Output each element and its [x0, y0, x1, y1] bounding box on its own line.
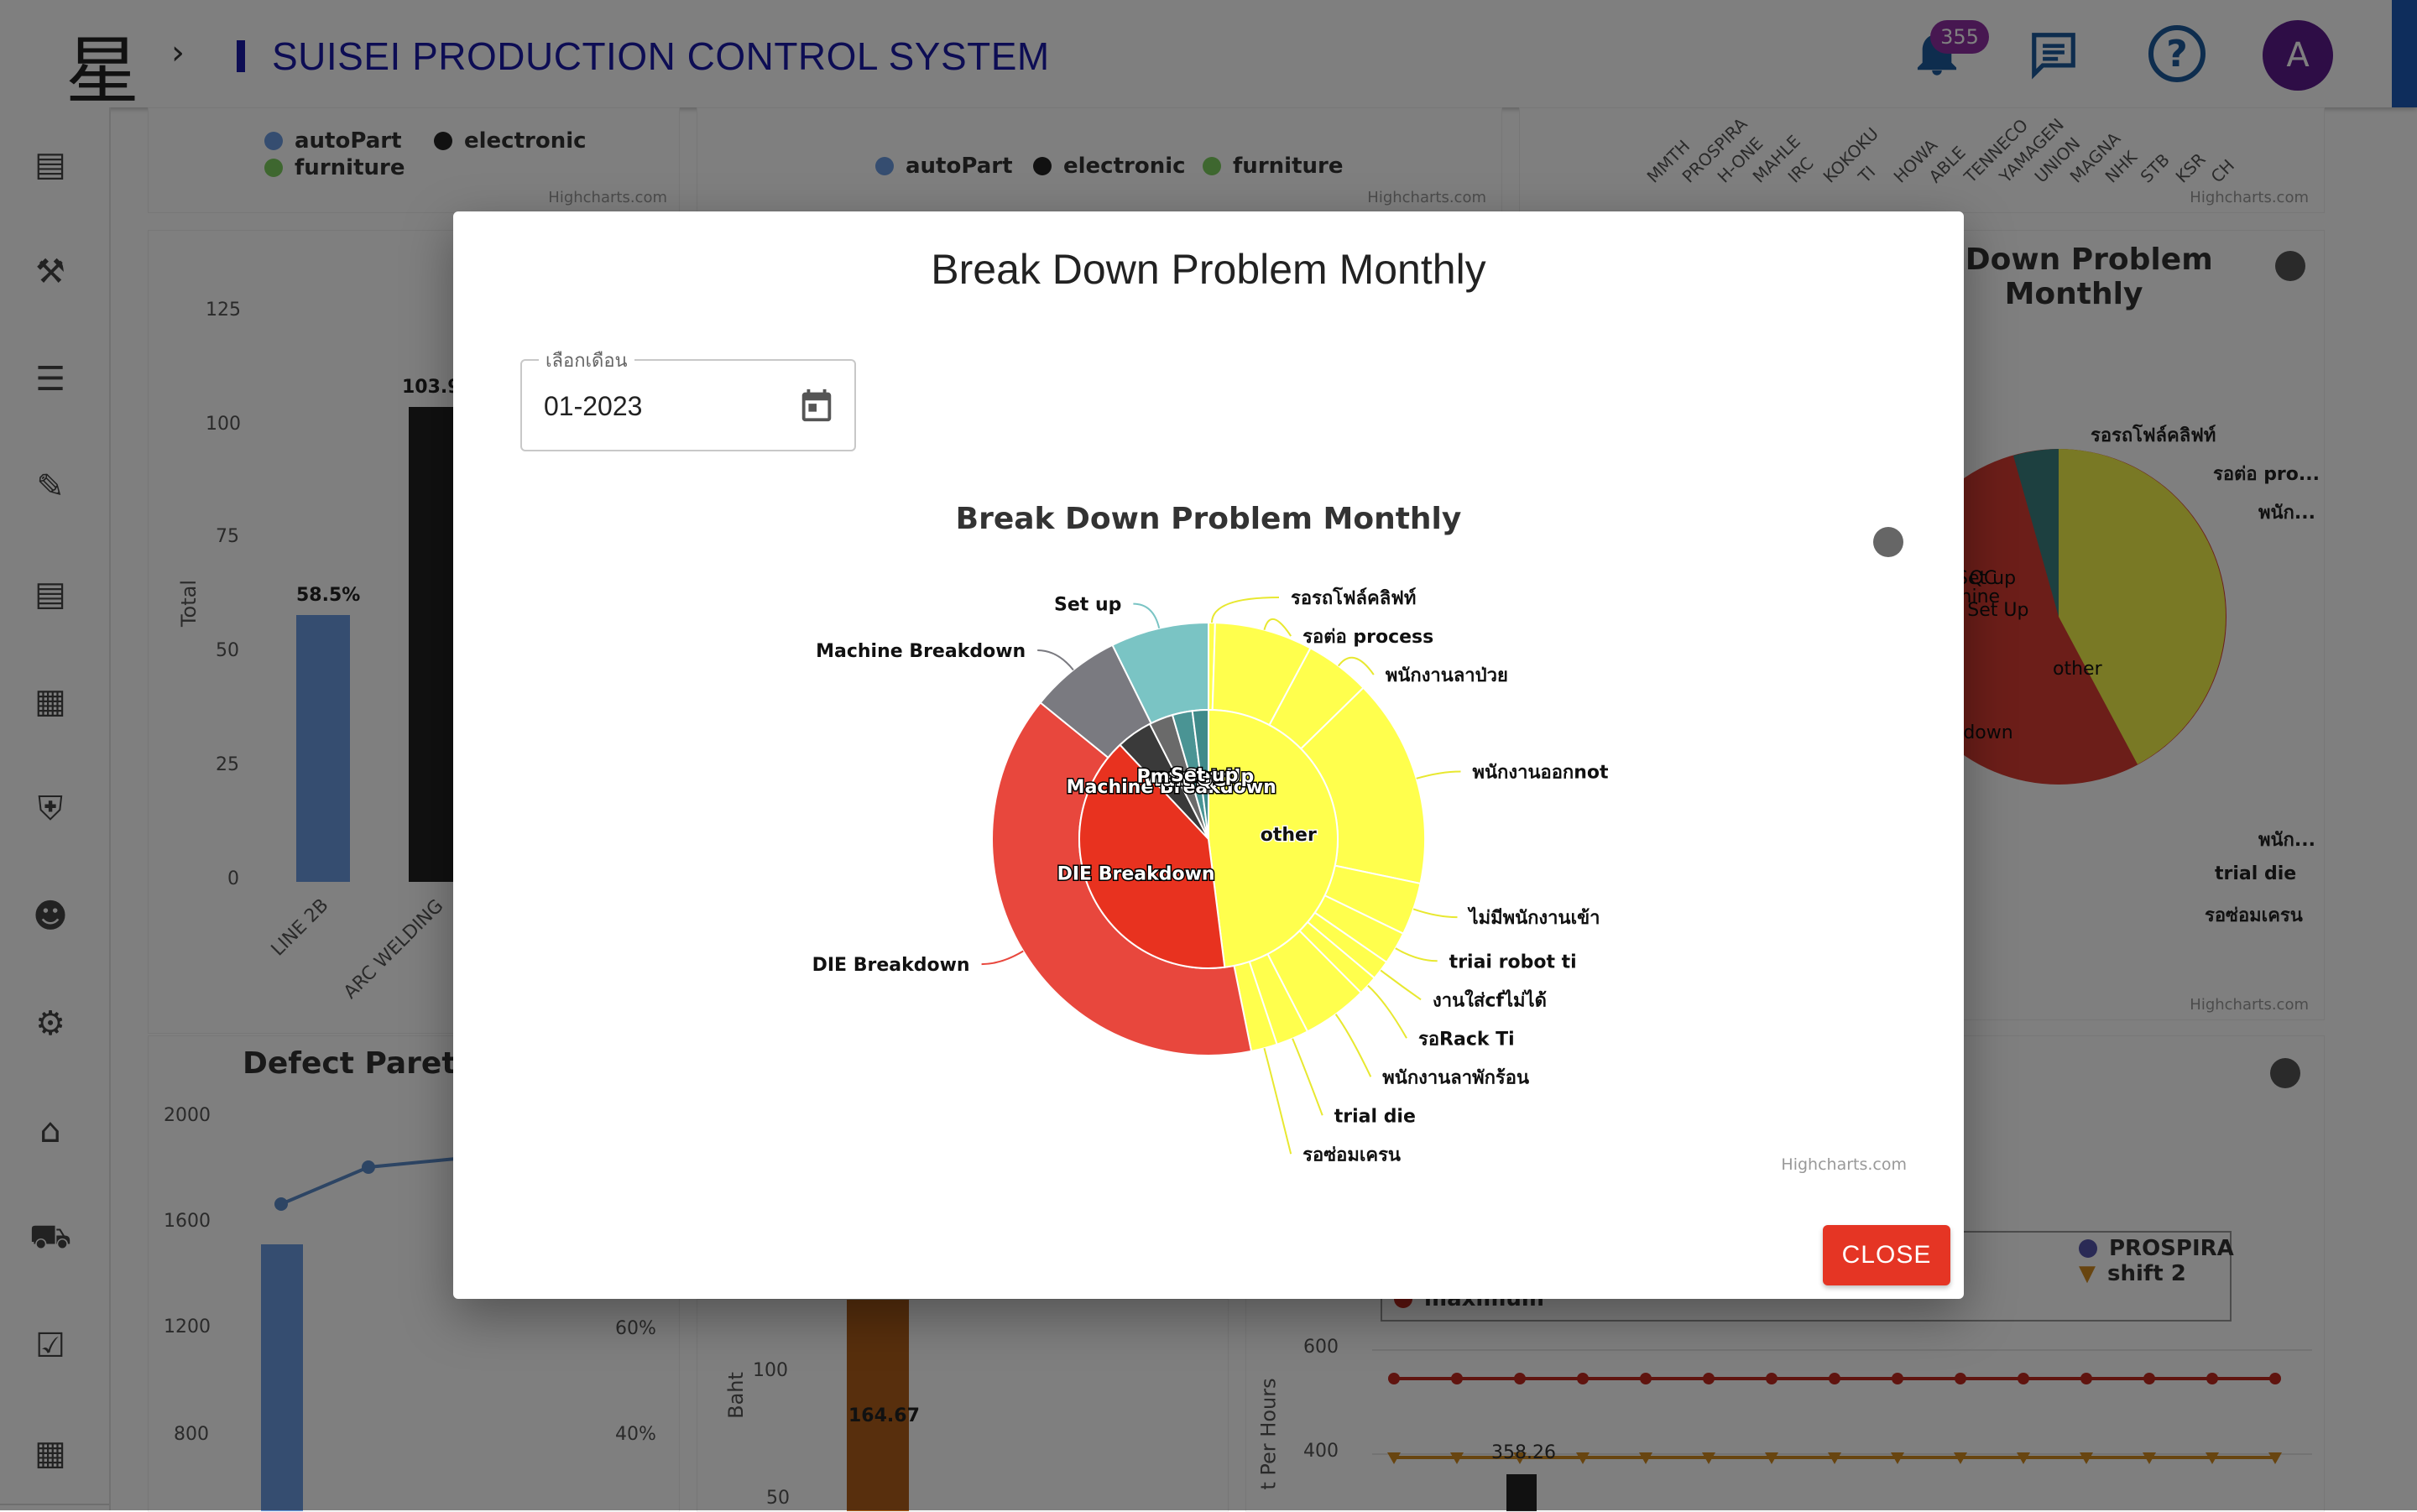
outer-slice-label: รอRack Ti [1418, 1029, 1515, 1050]
outer-slice-label: รอซ่อมเครน [1302, 1144, 1401, 1165]
outer-slice-label: DIE Breakdown [812, 955, 970, 976]
outer-slice-label: รอรถโฟล์คลิฟท์ [1291, 587, 1416, 609]
inner-slice-label: Set up [1171, 765, 1238, 786]
month-picker-field[interactable]: เลือกเดือน 01-2023 [520, 346, 856, 451]
calendar-icon[interactable] [797, 386, 836, 428]
outer-slice-label: Machine Breakdown [816, 641, 1026, 662]
inner-slice-label: Machine Breakdown [1067, 777, 1276, 798]
label-connector [1263, 1048, 1292, 1155]
label-connector [1412, 908, 1458, 919]
pie-slices [991, 621, 1427, 1056]
label-connector [1210, 597, 1280, 623]
breakdown-dialog: Break Down Problem Monthly เลือกเดือน 01… [453, 211, 1964, 1299]
label-connector [1037, 649, 1074, 671]
inner-slice[interactable] [1191, 708, 1209, 840]
label-connector [1133, 602, 1161, 629]
outer-slice-label: trial die [1334, 1106, 1416, 1127]
label-connector [1395, 947, 1438, 962]
outer-slice-label: งานใส่cfไม่ได้ [1433, 988, 1547, 1011]
label-connector [1292, 1038, 1323, 1116]
label-connector [1263, 618, 1292, 637]
breakdown-pie-chart: Break Down Problem Monthly Highcharts.co… [812, 502, 1907, 1174]
chart-credit[interactable]: Highcharts.com [1781, 1155, 1907, 1174]
inner-slice-label: DIE Breakdown [1057, 864, 1215, 885]
outer-slice-label: พนักงานลาป่วย [1386, 665, 1508, 686]
label-connector [1334, 1014, 1372, 1077]
month-picker-value[interactable]: 01-2023 [544, 391, 643, 421]
chart-title: Break Down Problem Monthly [956, 502, 1462, 536]
label-connector [1338, 656, 1375, 675]
sunburst-chart-container: Break Down Problem Monthly Highcharts.co… [453, 488, 1964, 1202]
outer-slice-label: พนักงานออกnot [1473, 762, 1610, 783]
label-connector [1367, 984, 1407, 1039]
outer-slice-label: ไม่มีพนักงานเข้า [1468, 906, 1600, 929]
dialog-title: Break Down Problem Monthly [931, 246, 1486, 293]
close-button[interactable]: CLOSE [1823, 1225, 1950, 1285]
outer-slice-label: Set up [1054, 595, 1121, 616]
label-connector [1416, 770, 1461, 779]
month-picker-label: เลือกเดือน [539, 346, 634, 375]
inner-slice[interactable] [1208, 708, 1339, 968]
inner-slice-label: other [1261, 825, 1317, 846]
inner-slice-label: Wait QC [1143, 769, 1226, 790]
outer-slice-label: triai robot ti [1449, 952, 1577, 972]
outer-slice-label: รอต่อ process [1302, 627, 1433, 648]
chart-context-menu-icon[interactable] [1873, 527, 1903, 557]
outer-slice-label: พนักงานลาพักร้อน [1382, 1067, 1529, 1088]
inner-slice[interactable] [1078, 743, 1226, 969]
label-connector [981, 950, 1024, 966]
label-connector [1380, 969, 1422, 1001]
inner-slice-label: Pmt Set Up [1136, 767, 1254, 788]
